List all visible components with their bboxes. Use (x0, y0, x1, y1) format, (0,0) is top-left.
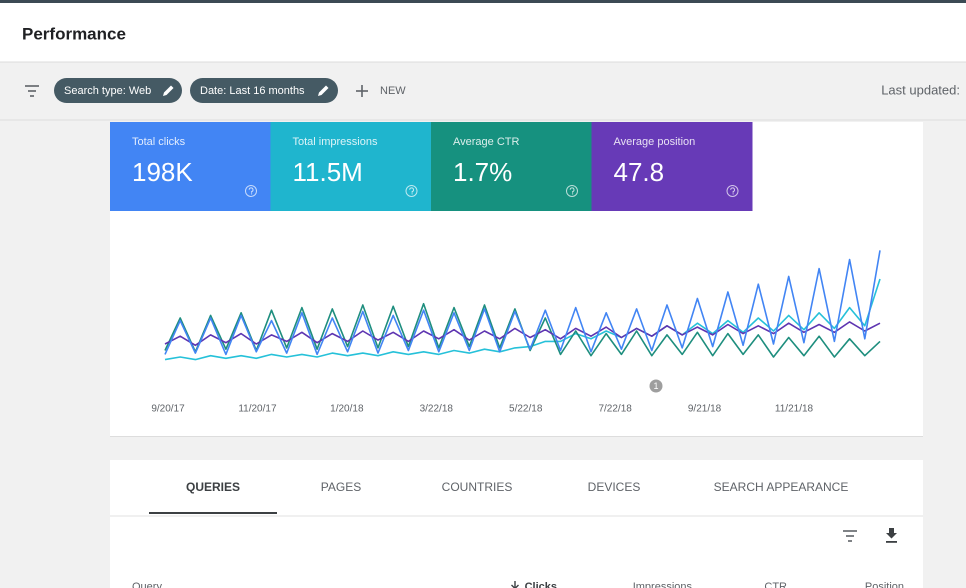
help-icon[interactable] (245, 185, 257, 197)
metric-tile[interactable] (591, 122, 753, 211)
help-dot (411, 193, 413, 195)
metric-label: Average position (614, 136, 696, 148)
help-glyph (248, 187, 254, 193)
metric-value: 1.7% (453, 157, 512, 187)
x-tick-label: 1/20/18 (330, 404, 364, 415)
filter-icon[interactable] (25, 85, 39, 97)
page-title: Performance (22, 24, 126, 43)
metric-value: 11.5M (293, 157, 363, 187)
column-header[interactable]: Position (865, 581, 904, 588)
help-dot (251, 193, 253, 195)
tab[interactable]: PAGES (321, 480, 361, 494)
series-line (164, 321, 881, 347)
help-glyph (730, 187, 735, 193)
chip-label: Date: Last 16 months (200, 85, 305, 97)
help-glyph (409, 187, 414, 193)
metric-value: 47.8 (614, 157, 665, 187)
help-circle (405, 185, 418, 197)
plus-icon[interactable] (356, 85, 368, 97)
chart: 9/20/17 11/20/17 1/20/18 3/22/18 5/22/18 7/22… (151, 250, 881, 415)
column-header[interactable]: Clicks (525, 581, 557, 588)
download-icon[interactable] (886, 528, 897, 543)
metric-label: Average CTR (453, 136, 519, 148)
metric-tile[interactable] (110, 122, 271, 211)
x-tick-label: 9/20/17 (151, 404, 185, 415)
new-button[interactable]: NEW (380, 85, 406, 97)
series-line (164, 278, 881, 361)
metric-tile[interactable] (270, 122, 432, 211)
annotation-marker[interactable] (649, 379, 663, 393)
help-circle (566, 185, 578, 197)
help-icon[interactable] (726, 185, 739, 197)
x-tick-label: 7/22/18 (598, 404, 632, 415)
tab[interactable]: QUERIES (186, 480, 240, 494)
chip[interactable] (190, 78, 338, 103)
edit-icon[interactable] (318, 85, 329, 97)
metric-tiles: Total clicks 198K Total impressions 11.5M Av… (110, 122, 753, 211)
table-header: Query Clicks Impressions CTR Position (132, 581, 904, 588)
help-dot (572, 193, 574, 195)
column-header[interactable]: CTR (764, 581, 787, 588)
x-tick-label: 5/22/18 (509, 404, 543, 415)
header-bar (0, 0, 966, 62)
metric-value: 198K (132, 157, 193, 187)
top-border (0, 0, 966, 3)
help-icon[interactable] (405, 185, 418, 197)
tab[interactable]: SEARCH APPEARANCE (714, 480, 849, 494)
x-tick-label: 11/21/18 (775, 404, 814, 415)
help-circle (726, 185, 739, 197)
column-header[interactable]: Query (132, 581, 162, 588)
metric-label: Total clicks (132, 136, 186, 148)
help-glyph (569, 187, 575, 193)
help-icon[interactable] (566, 185, 578, 197)
annotation-label: 1 (653, 381, 658, 391)
active-tab-indicator (149, 512, 277, 514)
series-line (164, 250, 881, 356)
metric-label: Total impressions (293, 136, 378, 148)
edit-icon[interactable] (163, 85, 174, 97)
sort-arrow (511, 581, 519, 588)
chip-label: Search type: Web (64, 85, 151, 97)
tab[interactable]: COUNTRIES (442, 480, 513, 494)
chip[interactable] (54, 78, 182, 103)
metric-tile[interactable] (431, 122, 592, 211)
table-card (110, 460, 923, 588)
tabs: QUERIES PAGES COUNTRIES DEVICES SEARCH APPEA… (186, 480, 848, 494)
help-circle (245, 185, 257, 197)
x-tick-label: 9/21/18 (688, 404, 722, 415)
help-dot (732, 193, 734, 195)
last-updated: Last updated: (881, 82, 960, 97)
table-filter-icon[interactable] (843, 530, 857, 542)
tab[interactable]: DEVICES (588, 480, 641, 494)
x-tick-label: 11/20/17 (238, 404, 277, 415)
column-header[interactable]: Impressions (633, 581, 693, 588)
x-tick-label: 3/22/18 (420, 404, 454, 415)
